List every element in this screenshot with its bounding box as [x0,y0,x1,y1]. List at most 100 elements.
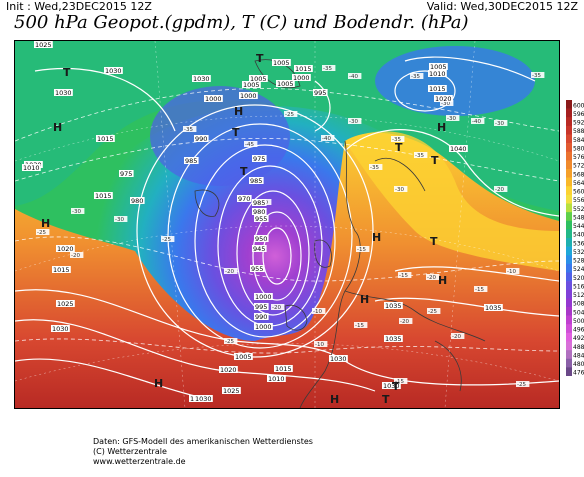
svg-text:-20: -20 [452,334,461,340]
ridge-yellow [345,131,559,271]
svg-text:1030: 1030 [55,89,72,97]
legend-label: 540 [573,232,584,239]
svg-text:-10: -10 [313,309,322,315]
pressure-label: 995 [254,303,269,311]
svg-text:-25: -25 [37,230,46,236]
legend-label: 572 [573,163,584,170]
temperature-label: -30 [114,216,128,223]
svg-text:1005: 1005 [250,75,267,83]
svg-text:1000: 1000 [293,74,310,82]
svg-text:-45: -45 [245,142,254,148]
northeast-trough [375,46,535,116]
pressure-label: 1015 [96,135,115,143]
legend-swatch [566,160,572,170]
pressure-label: 955 [250,265,265,273]
pressure-label: 1005 [234,353,253,361]
temperature-label: -20 [426,274,440,281]
temperature-label: -25 [224,338,238,345]
svg-text:1035: 1035 [385,335,402,343]
legend-swatch [566,272,572,282]
legend-swatch [566,367,572,377]
legend-label: 600 [573,102,584,109]
legend-label: 524 [573,266,584,273]
pressure-label: 945 [252,245,267,253]
legend-label: 492 [573,335,584,342]
legend-label: 496 [573,327,584,334]
high-pressure-center: H [372,231,381,244]
legend-label: 552 [573,206,584,213]
temperature-label: -10 [314,341,328,348]
temperature-label: -45 [244,141,258,148]
low-pressure-center: T [395,141,403,154]
legend-label: 592 [573,120,584,127]
svg-text:1005: 1005 [273,59,290,67]
svg-text:-15: -15 [357,247,366,253]
footer-copyright: (C) Wetterzentrale [93,447,167,456]
svg-text:-35: -35 [370,165,379,171]
svg-text:985: 985 [250,177,262,185]
pressure-label: 980 [252,208,267,216]
temperature-label: -40 [471,118,485,125]
pressure-label: 955 [254,215,269,223]
legend-label: 520 [573,275,584,282]
temperature-label: -35 [369,164,383,171]
temperature-labels: -35 -40 -35 -30 -35 -25 -30 -35 -40 -45 -40 -35 -30 -… [36,65,545,388]
svg-text:985: 985 [185,157,197,165]
low-pressure-center: T [430,235,438,248]
pressure-label: 990 [254,313,269,321]
svg-text:-35: -35 [184,127,193,133]
color-legend: 600 596 592 588 584 580 576 572 568 564 560 556 552 5… [566,100,584,377]
temperature-label: -30 [71,208,85,215]
legend-swatch [566,281,572,291]
svg-text:-15: -15 [355,323,364,329]
legend-swatch [566,307,572,316]
svg-text:1005: 1005 [243,81,260,89]
temperature-label: -25 [161,236,175,243]
svg-text:1030: 1030 [330,355,347,363]
svg-text:985: 985 [253,199,265,207]
temperature-label: -25 [36,229,50,236]
legend-label: 580 [573,145,584,152]
svg-text:-30: -30 [495,121,504,127]
temperature-label: -10 [506,268,520,275]
legend-label: 528 [573,258,584,265]
legend-swatch [566,341,572,351]
pressure-label: 1015 [52,266,71,274]
temperature-label: -20 [70,252,84,259]
legend-swatch [566,108,572,118]
svg-text:-25: -25 [517,382,526,388]
svg-text:-30: -30 [72,209,81,215]
svg-text:980: 980 [131,197,143,205]
high-pressure-center: H [360,293,369,306]
weather-map-canvas: -35 -40 -35 -30 -35 -25 -30 -35 -40 -45 -40 -35 -30 -… [15,41,559,408]
pressure-label: 1005 [276,80,295,88]
pressure-label: 950 [254,235,269,243]
svg-text:-35: -35 [532,73,541,79]
temperature-label: -15 [474,286,488,293]
svg-text:1020: 1020 [435,95,452,103]
legend-swatch [566,169,572,178]
pressure-label: 1010 [428,70,447,78]
temperature-label: -35 [183,126,197,133]
pressure-label: 1030 [104,67,123,75]
svg-text:1005: 1005 [277,80,294,88]
legend-label: 484 [573,352,584,359]
legend-label: 488 [573,344,584,351]
high-pressure-center: H [437,121,446,134]
svg-text:-25: -25 [428,309,437,315]
pressure-label: 985 [252,199,267,207]
temperature-label: -40 [348,73,362,80]
svg-text:-20: -20 [272,305,281,311]
pressure-label: 990 [194,135,209,143]
temperature-label: -30 [440,100,454,107]
pressure-label: 1000 [204,95,223,103]
legend-swatch [566,177,572,187]
svg-text:975: 975 [120,170,132,178]
pressure-label: 1005 [249,75,268,83]
temperature-label: -35 [322,65,336,72]
pressure-label: 1000 [292,74,311,82]
temperature-label: -25 [516,381,530,388]
pressure-label: 970 [237,195,252,203]
pressure-label: 1020 [219,366,238,374]
